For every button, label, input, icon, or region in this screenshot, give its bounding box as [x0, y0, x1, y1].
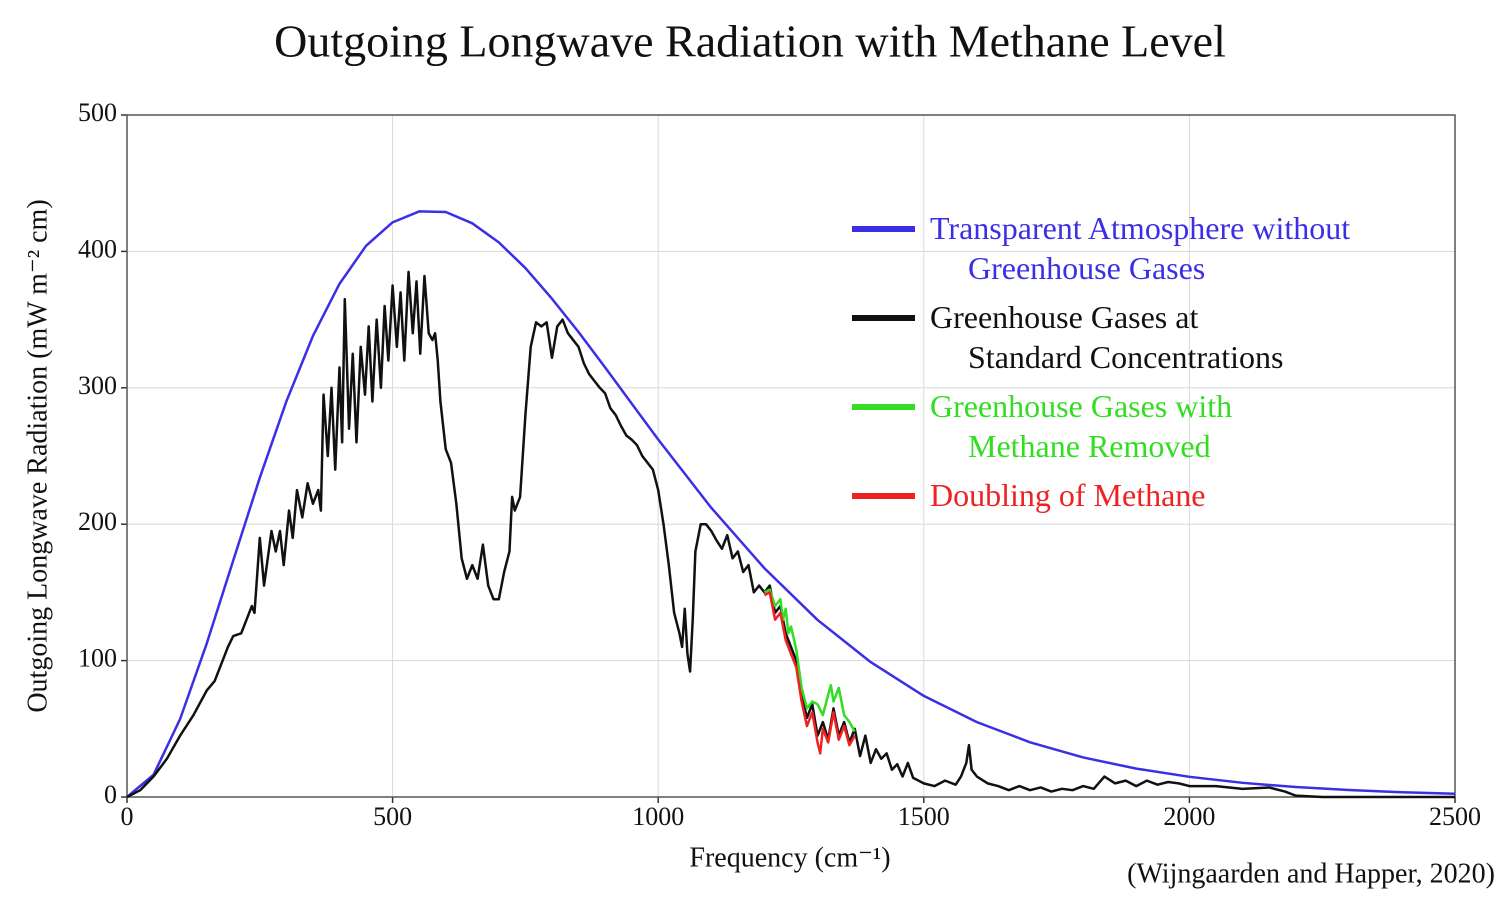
series-line: [763, 591, 856, 755]
y-tick-label: 0: [104, 780, 117, 809]
y-tick-label: 100: [78, 644, 117, 673]
source-note: (Wijngaarden and Happer, 2020): [1127, 858, 1495, 889]
legend-entry: Greenhouse Gases at Standard Concentrati…: [852, 297, 1350, 377]
x-tick-label: 2000: [1163, 802, 1215, 831]
y-axis-label: Outgoing Longwave Radiation (mW m⁻² cm): [22, 199, 53, 712]
chart-title: Outgoing Longwave Radiation with Methane…: [274, 16, 1226, 67]
legend: Transparent Atmosphere without Greenhous…: [852, 208, 1350, 524]
x-tick-label: 1500: [898, 802, 950, 831]
series-line: [126, 270, 1455, 799]
legend-swatch: [852, 315, 915, 321]
legend-label: Greenhouse Gases at Standard Concentrati…: [930, 299, 1284, 375]
x-tick-label: 2500: [1429, 802, 1481, 831]
legend-entry: Transparent Atmosphere without Greenhous…: [852, 208, 1350, 288]
legend-label: Doubling of Methane: [930, 477, 1206, 513]
y-tick-label: 200: [78, 507, 117, 536]
series-line: [126, 210, 1456, 798]
y-tick-label: 300: [78, 371, 117, 400]
y-tick-label: 400: [78, 234, 117, 263]
legend-label: Transparent Atmosphere without Greenhous…: [930, 210, 1351, 286]
legend-swatch: [852, 493, 915, 499]
legend-label: Greenhouse Gases with Methane Removed: [930, 388, 1233, 464]
legend-swatch: [852, 226, 915, 232]
series-line: [763, 588, 856, 733]
x-tick-label: 0: [121, 802, 134, 831]
y-tick-label: 500: [78, 98, 117, 127]
legend-entry: Doubling of Methane: [852, 475, 1350, 515]
legend-swatch: [852, 404, 915, 410]
x-tick-label: 1000: [632, 802, 684, 831]
legend-entry: Greenhouse Gases with Methane Removed: [852, 386, 1350, 466]
plot-frame: [126, 114, 1456, 798]
x-axis-label: Frequency (cm⁻¹): [689, 842, 890, 873]
x-tick-label: 500: [373, 802, 412, 831]
